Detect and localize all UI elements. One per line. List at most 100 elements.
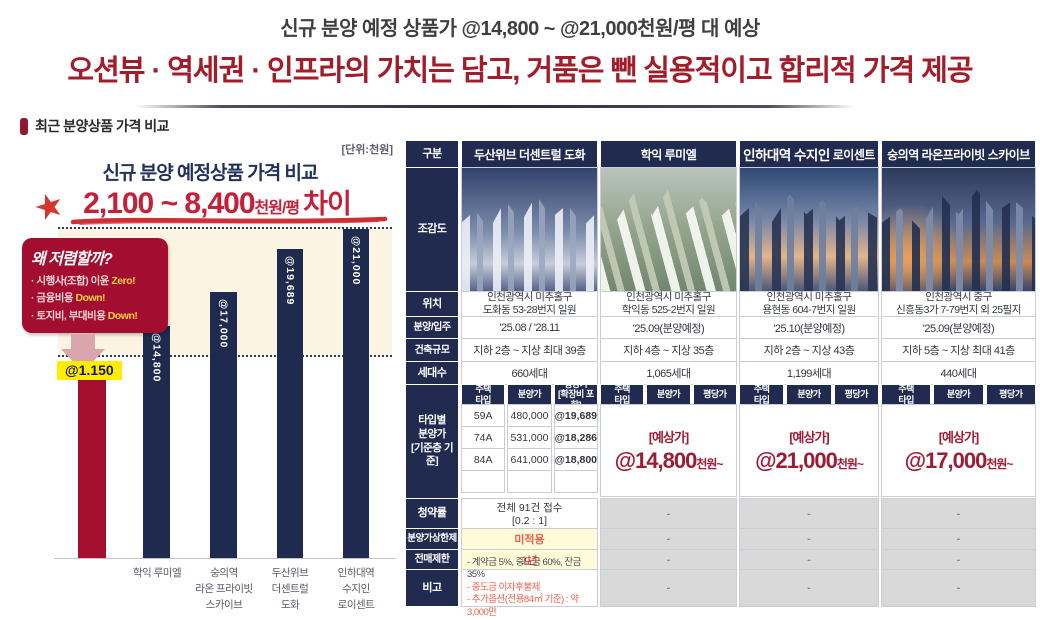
price-subheader: 주택 타입 분양가 평당가 — [881, 384, 1036, 405]
price-cap-cell: - — [739, 528, 879, 550]
scale-cell: 지하 2층 ~ 지상 최대 39층 — [461, 338, 598, 362]
price-diff-annotation: 2,100 ~ 8,400천원/평 차이 — [52, 182, 382, 221]
bar-value-label: @14,800 — [150, 333, 163, 383]
price-subtable-sunguiyeok: 주택 타입 분양가 평당가 [예상가] @17,000천원~ — [881, 384, 1036, 499]
scale-row: 건축규모 지하 2층 ~ 지상 최대 39층 지하 4층 ~ 지상 35층 지하… — [405, 338, 1037, 362]
type-row: 59A 480,000 @19,689 — [461, 404, 599, 427]
location-cell: 인천광역시 미추홀구 학익동 525-2번지 일원 — [600, 291, 737, 317]
callout-item: · 시행사(조합) 이윤 Zero! — [31, 275, 136, 287]
rendering-image-sunguiyeok — [882, 168, 1035, 291]
subheader-type: 주택 타입 — [461, 384, 506, 405]
price-cap-cell: - — [881, 528, 1036, 550]
scale-cell: 지하 4층 ~ 지상 35층 — [600, 338, 737, 362]
row-label-price-cap: 분양가상한제 — [405, 528, 459, 550]
sale-cell: '25.09(분양예정) — [600, 316, 737, 339]
rendering-image-hakik — [601, 168, 736, 291]
row-label-units: 세대수 — [405, 361, 459, 385]
price-cap-cell: 미적용 — [461, 528, 598, 550]
bar-subject-product — [78, 380, 106, 558]
price-cap-row: 분양가상한제 미적용 - - - — [405, 528, 1037, 550]
column-header-sunguiyeok: 숭의역 라온프라이빗 스카이브 — [881, 140, 1036, 168]
headline-subtitle: 신규 분양 예정 상품가 @14,800 ~ @21,000천원/평 대 예상 — [280, 18, 760, 40]
chart-title: 신규 분양 예정상품 가격 비교 — [102, 163, 319, 184]
down-arrow-icon — [71, 334, 95, 349]
bar-value-label: @21,000 — [350, 236, 362, 286]
type-row-empty — [461, 470, 598, 493]
price-cell: 641,000 — [507, 448, 552, 471]
price-by-type-row: 타입별 분양가 [기준층 기준] 주택 타입 분양가 평당가 [확장비 포함] … — [405, 379, 1037, 499]
row-label-rendering: 조감도 — [405, 167, 459, 292]
units-cell: 1,199세대 — [739, 361, 879, 385]
rendering-cell — [881, 167, 1036, 292]
rendering-image-doosan — [462, 168, 597, 291]
scale-cell: 지하 5층 ~ 지상 최대 41층 — [881, 338, 1036, 362]
rendering-cell — [739, 167, 879, 292]
bar-value-label: @19,689 — [284, 256, 296, 306]
headline-title: 오션뷰 · 역세권 · 인프라의 가치는 담고, 거품은 뺀 실용적이고 합리적… — [67, 55, 973, 87]
per-py-cell: @18,800 — [553, 448, 599, 471]
price-cell — [507, 470, 552, 493]
diff-unit: 천원/평 — [254, 200, 301, 217]
price-subtable-hakik: 주택 타입 분양가 평당가 [예상가] @14,800천원~ — [600, 384, 737, 499]
location-cell: 인천광역시 미추홀구 도화동 53-28번지 일원 — [461, 291, 598, 317]
subscription-row: 청약률 전체 91건 접수 [0.2 : 1] - - - — [405, 498, 1037, 529]
subheader-price: 분양가 — [646, 384, 691, 405]
type-cell: 84A — [461, 448, 506, 471]
subheader-type: 주택 타입 — [739, 384, 785, 405]
type-cell: 59A — [461, 404, 506, 427]
bar-sunguiyeok-raon: @17,000 — [210, 292, 237, 558]
scale-cell: 지하 2층 ~ 지상 43층 — [739, 338, 879, 362]
price-cell: 480,000 — [507, 404, 552, 427]
expected-value: @17,000천원~ — [904, 448, 1014, 473]
row-label-sale: 분양/입주 — [405, 316, 459, 339]
type-row: 84A 641,000 @18,800 — [461, 448, 599, 471]
expected-value: @14,800천원~ — [614, 448, 724, 473]
location-row: 위치 인천광역시 미추홀구 도화동 53-28번지 일원 인천광역시 미추홀구 … — [405, 291, 1037, 317]
subheader-per-py: 평당가 — [833, 384, 879, 405]
bar-doosan-weve: @19,689 — [277, 249, 303, 558]
subheader-type: 주택 타입 — [881, 384, 932, 405]
callout-title: 왜 저렴할까? — [31, 251, 113, 268]
sale-cell: '25.09(분양예정) — [881, 316, 1036, 339]
rendering-image-inha — [740, 168, 878, 291]
rendering-row: 조감도 — [405, 167, 1037, 292]
sale-cell: '25.10(분양예정) — [739, 316, 879, 339]
subject-price-highlight: @1.150 — [57, 361, 122, 380]
per-py-cell — [553, 470, 598, 493]
sale-row: 분양/입주 '25.08 / '28.11 '25.09(분양예정) '25.1… — [405, 316, 1037, 339]
section-title: 최근 분양상품 가격 비교 — [20, 116, 169, 136]
bar-hakik-lumiel: @14,800 — [143, 326, 170, 558]
bar-value-label: @17,000 — [217, 299, 230, 349]
units-cell: 1,065세대 — [600, 361, 737, 385]
expected-label: [예상가] — [789, 430, 830, 445]
price-subheader: 주택 타입 분양가 평당가 — [739, 384, 879, 405]
bar-inha-sujiin: @21,000 — [343, 229, 369, 558]
price-subtable-inha: 주택 타입 분양가 평당가 [예상가] @21,000천원~ — [739, 384, 879, 499]
x-axis-label: 두산위브 더센트럴 도화 — [271, 567, 309, 611]
notes-cell: - — [739, 569, 879, 607]
subscription-cell: - — [739, 498, 879, 529]
resale-row: 전매제한 1년 - - - — [405, 549, 1037, 570]
subheader-per-py: 평당가 — [985, 384, 1036, 405]
hand-drawn-underline — [70, 216, 388, 225]
diff-value: 2,100 ~ 8,400 — [83, 187, 255, 220]
row-label-note: 비고 — [405, 569, 459, 607]
sale-cell: '25.08 / '28.11 — [461, 316, 598, 339]
row-label-scale: 건축규모 — [405, 338, 459, 362]
notes-row: 비고 - 계약금 5%, 중도금 60%, 잔금 35% - 중도금 이자후불제… — [405, 557, 1037, 618]
expected-price-cell: [예상가] @21,000천원~ — [739, 404, 879, 497]
per-py-cell: @18,286 — [553, 426, 599, 449]
comparison-table: 구분 두산위브 더센트럴 도화 학익 루미엘 인하대역 수지인 로이센트 숭의역 … — [405, 140, 1037, 618]
rendering-cell — [600, 167, 737, 292]
diff-suffix: 차이 — [303, 189, 352, 219]
price-subheader: 주택 타입 분양가 평당가 [확장비 포함] — [461, 379, 598, 410]
price-subheader: 주택 타입 분양가 평당가 — [600, 384, 737, 405]
price-subtable-doosan: 주택 타입 분양가 평당가 [확장비 포함] 59A 480,000 @19,6… — [461, 379, 599, 499]
x-axis-line — [54, 558, 396, 559]
callout-item: · 금융비용 Down! — [31, 292, 106, 305]
row-label-price-by-type: 타입별 분양가 [기준층 기준] — [405, 384, 459, 499]
subscription-cell: - — [600, 498, 737, 529]
subheader-price: 분양가 — [507, 384, 552, 405]
subheader-price: 분양가 — [786, 384, 832, 405]
price-comparison-chart: 최근 분양상품 가격 비교 [단위:천원] 신규 분양 예정상품 가격 비교 ★… — [0, 112, 405, 620]
